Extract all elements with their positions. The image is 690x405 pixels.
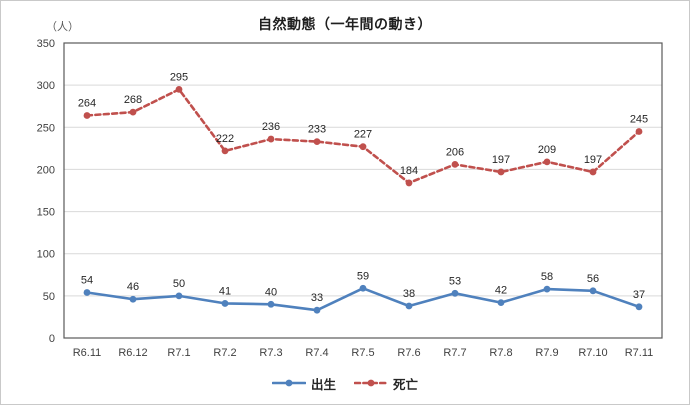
y-tick-label: 350 (37, 38, 55, 50)
x-tick-label: R7.6 (397, 347, 420, 359)
y-tick-label: 300 (37, 80, 55, 92)
deaths-data-label: 236 (262, 121, 280, 133)
deaths-data-label: 197 (492, 154, 510, 166)
x-tick-label: R7.10 (578, 347, 607, 359)
births-data-label: 42 (495, 285, 507, 297)
deaths-marker (359, 143, 367, 151)
births-marker (175, 292, 183, 300)
births-data-label: 56 (587, 273, 599, 285)
deaths-data-label: 233 (308, 124, 326, 136)
deaths-marker (451, 160, 459, 168)
births-marker (635, 303, 643, 311)
y-tick-label: 0 (49, 333, 55, 345)
births-marker (589, 287, 597, 295)
x-tick-label: R7.1 (167, 347, 190, 359)
deaths-marker (83, 112, 91, 119)
x-tick-label: R6.11 (73, 347, 102, 359)
x-tick-label: R6.12 (118, 347, 147, 359)
deaths-data-label: 245 (630, 114, 648, 126)
births-line-sample-icon (271, 379, 306, 387)
births-marker (359, 284, 367, 292)
deaths-data-label: 222 (216, 133, 234, 145)
deaths-marker (497, 168, 505, 176)
births-marker (129, 295, 137, 303)
deaths-marker (543, 158, 551, 166)
y-tick-label: 100 (37, 249, 55, 261)
deaths-data-label: 209 (538, 144, 556, 156)
legend: 出生 死亡 (1, 372, 689, 394)
deaths-marker (175, 85, 183, 93)
births-marker (451, 289, 459, 297)
births-data-label: 58 (541, 271, 553, 283)
deaths-line-sample-icon (354, 379, 388, 387)
y-tick-label: 250 (37, 122, 55, 134)
deaths-data-label: 264 (78, 97, 96, 109)
deaths-data-label: 197 (584, 154, 602, 166)
deaths-data-label: 295 (170, 71, 188, 83)
y-tick-label: 200 (37, 164, 55, 176)
x-tick-label: R7.3 (259, 347, 282, 359)
deaths-marker (589, 168, 597, 176)
deaths-marker (313, 138, 321, 146)
y-axis-unit-label: （人） (46, 21, 79, 33)
y-tick-label: 50 (43, 291, 55, 303)
deaths-marker (405, 179, 413, 187)
births-marker (497, 299, 505, 306)
deaths-data-label: 268 (124, 94, 142, 106)
births-marker (221, 300, 229, 307)
births-marker (83, 289, 91, 296)
legend-item-births: 出生 (271, 374, 336, 393)
deaths-data-label: 227 (354, 129, 372, 141)
x-tick-label: R7.5 (351, 347, 374, 359)
deaths-data-label: 206 (446, 146, 464, 158)
births-legend-marker (285, 379, 293, 387)
deaths-legend-marker (367, 379, 375, 387)
births-data-label: 46 (127, 281, 139, 293)
births-data-label: 37 (633, 289, 645, 301)
deaths-marker (267, 135, 275, 143)
births-marker (543, 285, 551, 293)
legend-label-births: 出生 (310, 377, 336, 392)
legend-label-deaths: 死亡 (393, 377, 419, 392)
x-tick-label: R7.11 (625, 347, 654, 359)
x-tick-label: R7.2 (213, 347, 236, 359)
y-tick-label: 150 (37, 207, 55, 219)
x-tick-label: R7.7 (443, 347, 466, 359)
births-data-label: 53 (449, 275, 461, 287)
deaths-marker (635, 128, 643, 135)
births-data-label: 40 (265, 286, 277, 298)
legend-item-deaths: 死亡 (354, 374, 418, 393)
births-marker (267, 300, 275, 308)
births-data-label: 33 (311, 292, 323, 304)
plot-border (63, 42, 663, 339)
deaths-marker (129, 108, 137, 116)
births-marker (405, 302, 413, 310)
births-data-label: 50 (173, 278, 185, 290)
deaths-data-label: 184 (400, 165, 418, 177)
births-data-label: 54 (81, 274, 93, 286)
x-tick-label: R7.8 (489, 347, 512, 359)
deaths-marker (221, 147, 229, 155)
chart-title: 自然動態（一年間の動き） (258, 16, 432, 32)
births-data-label: 59 (357, 270, 369, 282)
births-marker (313, 306, 321, 314)
x-tick-label: R7.9 (535, 347, 558, 359)
births-data-label: 41 (219, 285, 231, 297)
x-tick-label: R7.4 (305, 347, 328, 359)
births-data-label: 38 (403, 288, 415, 300)
